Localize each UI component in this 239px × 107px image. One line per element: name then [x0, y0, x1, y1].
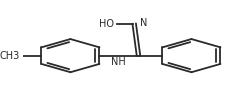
Text: HO: HO — [99, 19, 114, 29]
Text: NH: NH — [111, 56, 125, 67]
Text: N: N — [140, 18, 147, 28]
Text: CH3: CH3 — [0, 51, 20, 61]
